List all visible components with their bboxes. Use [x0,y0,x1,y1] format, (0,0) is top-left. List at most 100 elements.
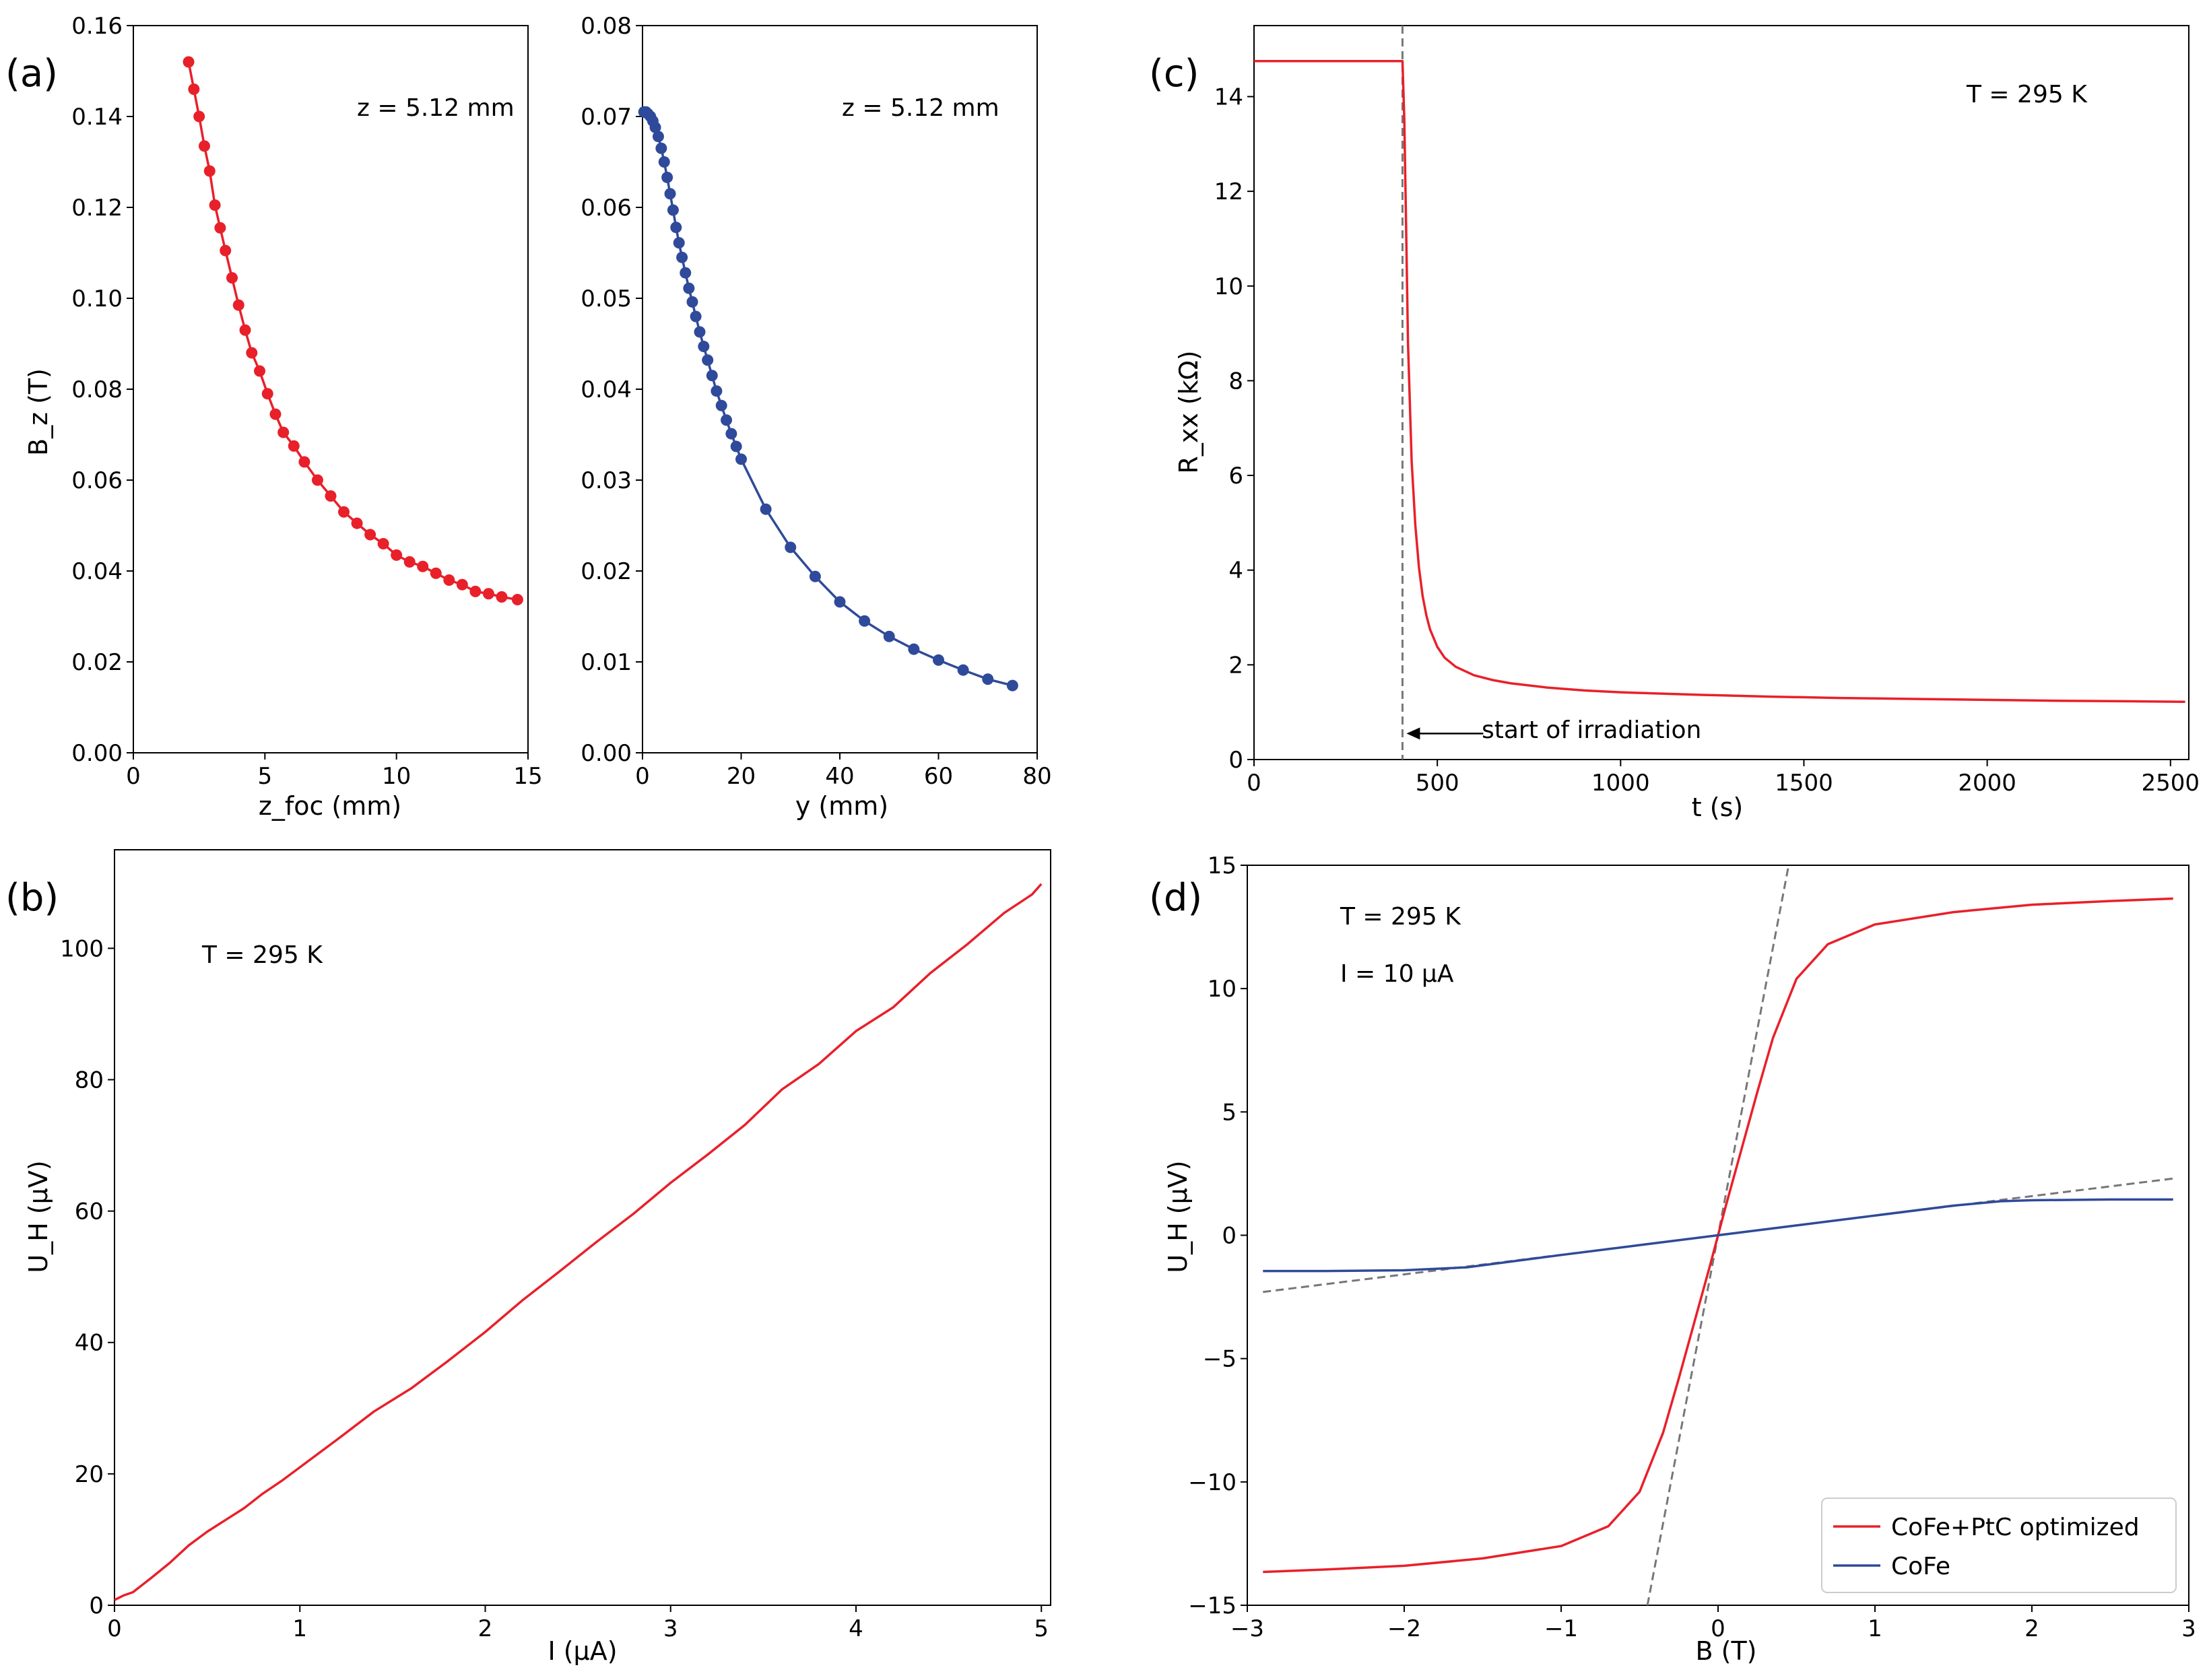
y-tick-label: 0.02 [581,558,632,585]
data-point [288,440,300,452]
data-point [690,310,702,323]
y-tick-label: 6 [1228,463,1243,490]
y-tick-label: 0.05 [581,285,632,312]
data-point [214,222,226,234]
data-point [338,506,350,518]
data-point [188,83,200,95]
data-point [183,56,195,68]
data-point [652,131,664,143]
x-tick-label: 500 [1416,770,1459,797]
y-tick-label: 5 [1222,1099,1237,1126]
plot-frame-a2 [642,25,1038,753]
y-tick-label: 0.04 [71,558,123,585]
x-tick-label: 5 [258,763,273,790]
y-tick-label: 0.07 [581,104,632,131]
data-point [311,474,323,486]
annotation-b: T = 295 K [201,941,323,969]
y-tick-label: 0.08 [581,13,632,40]
y-tick-label: 0.16 [71,13,123,40]
panel-label-b: (b) [5,876,59,920]
data-point [982,673,994,685]
data-point [809,570,821,582]
data-point [661,171,673,183]
data-point [715,399,727,411]
y-tick-label: 0.01 [581,649,632,676]
data-point [364,529,376,541]
data-point [730,440,742,452]
x-tick-label: 1 [1868,1615,1882,1642]
data-point [377,538,389,549]
xlabel-c: t (s) [1692,793,1743,822]
x-tick-label: 40 [825,763,854,790]
y-tick-label: −15 [1188,1592,1237,1619]
data-point [676,251,688,263]
y-tick-label: 0 [1222,1223,1237,1250]
series-line-red [187,61,518,601]
data-point [698,341,710,353]
data-point [664,188,676,200]
data-point [198,140,210,152]
data-point [511,594,523,606]
annotation-a1: z = 5.12 mm [357,94,515,122]
y-tick-label: 0.00 [581,740,632,767]
series-line-blue [644,110,1013,687]
data-point [859,615,871,627]
data-point [655,142,667,154]
data-point [683,282,695,294]
data-point [670,222,682,234]
data-point [443,574,455,586]
panel-label-c: (c) [1149,52,1199,96]
data-point [403,556,416,568]
data-point [649,121,661,133]
arrow-label-c: start of irradiation [1482,716,1701,744]
y-tick-label: 0.06 [581,195,632,222]
x-tick-label: −3 [1230,1615,1264,1642]
series-line-blue [1263,1198,2173,1273]
data-point [686,296,698,308]
legend-box [1821,1498,2177,1593]
x-tick-label: 0 [635,763,650,790]
annotation-a2: z = 5.12 mm [842,94,999,122]
panel-label-a: (a) [5,52,58,96]
x-tick-label: 1 [292,1615,307,1642]
x-tick-label: 10 [382,763,411,790]
data-point [239,324,251,336]
x-tick-label: 3 [2181,1615,2196,1642]
xlabel-a1: z_foc (mm) [259,791,401,821]
data-point [246,347,258,359]
y-tick-label: 0 [1228,747,1243,774]
y-tick-label: 80 [75,1067,104,1094]
annotation-d1: T = 295 K [1340,903,1461,931]
data-point [469,585,482,597]
data-point [673,237,685,249]
x-tick-label: 80 [1022,763,1051,790]
x-tick-label: −2 [1387,1615,1421,1642]
data-point [482,588,494,600]
data-point [254,365,266,377]
x-tick-label: 0 [126,763,141,790]
data-point [908,643,920,655]
y-tick-label: 20 [75,1461,104,1488]
x-tick-label: 60 [924,763,953,790]
data-point [721,414,733,426]
y-tick-label: 0.08 [71,376,123,403]
data-point [269,408,282,420]
legend-entry-cofe: CoFe [1891,1553,1950,1580]
x-tick-label: 2000 [1958,770,2016,797]
data-point [667,204,679,216]
y-tick-label: 0.10 [71,285,123,312]
ylabel-c: R_xx (kΩ) [1174,350,1204,473]
data-point [496,591,508,603]
data-point [325,490,337,502]
legend-d: CoFe+PtC optimized CoFe [1821,1498,2177,1593]
data-point [834,596,846,608]
y-tick-label: −5 [1203,1346,1237,1373]
data-point [430,567,442,579]
x-tick-label: 4 [849,1615,863,1642]
data-point [203,165,216,177]
plot-frame-a1 [133,25,529,753]
y-tick-label: −10 [1188,1469,1237,1496]
data-point [725,428,737,440]
y-tick-label: 0.04 [581,376,632,403]
